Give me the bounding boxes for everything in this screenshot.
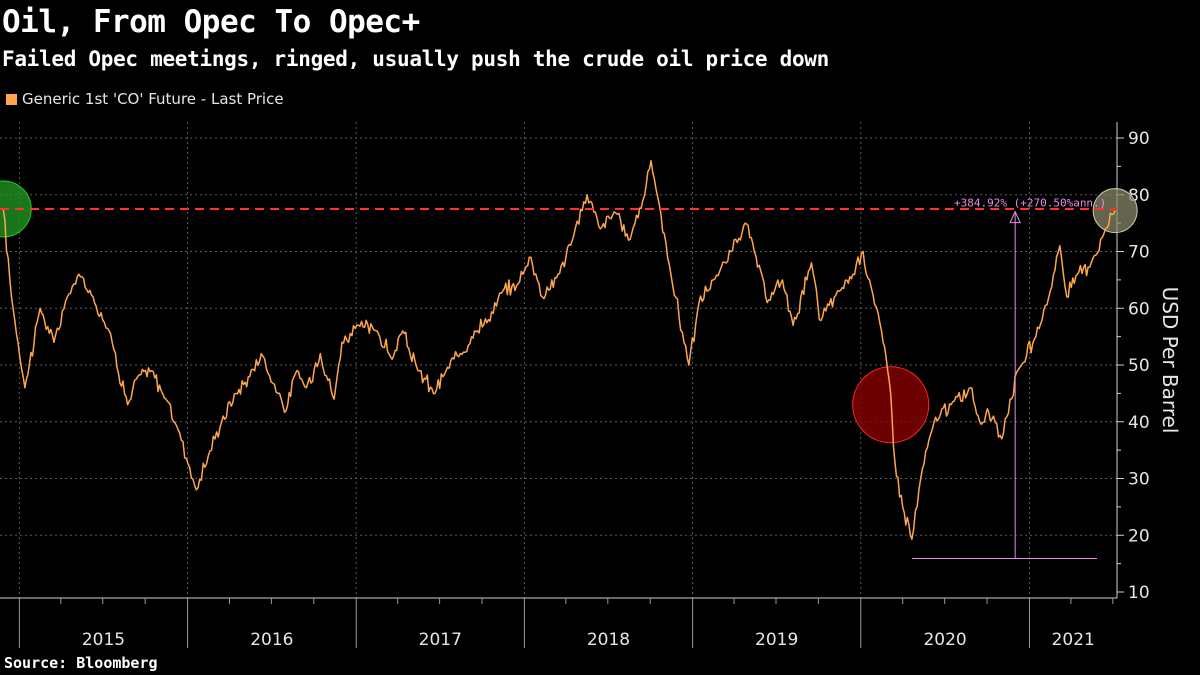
x-tick-label: 2017 bbox=[419, 630, 462, 650]
legend-label: Generic 1st 'CO' Future - Last Price bbox=[22, 90, 284, 108]
y-axis-title: USD Per Barrel bbox=[1158, 287, 1182, 434]
chart-subtitle: Failed Opec meetings, ringed, usually pu… bbox=[2, 47, 829, 71]
price-series bbox=[2, 159, 1116, 540]
y-tick-label: 90 bbox=[1128, 129, 1150, 149]
x-tick-label: 2021 bbox=[1052, 630, 1095, 650]
y-tick-label: 60 bbox=[1128, 299, 1150, 319]
change-annotation: +384.92% (+270.50%ann.) bbox=[911, 197, 1106, 560]
y-tick-label: 10 bbox=[1128, 583, 1150, 603]
source-note: Source: Bloomberg bbox=[4, 654, 158, 672]
x-tick-label: 2015 bbox=[82, 630, 125, 650]
chart-legend: Generic 1st 'CO' Future - Last Price bbox=[6, 90, 284, 108]
x-tick-label: 2019 bbox=[755, 630, 798, 650]
x-tick-label: 2016 bbox=[250, 630, 293, 650]
annotation-arrowhead bbox=[1009, 210, 1021, 224]
price-line bbox=[2, 159, 1116, 540]
y-tick-label: 50 bbox=[1128, 356, 1150, 376]
annotation-label: +384.92% (+270.50%ann.) bbox=[954, 197, 1106, 210]
legend-swatch bbox=[6, 93, 17, 105]
chart-grid bbox=[0, 122, 1117, 598]
y-tick-label: 20 bbox=[1128, 526, 1150, 546]
y-tick-label: 40 bbox=[1128, 413, 1150, 433]
y-tick-label: 70 bbox=[1128, 243, 1150, 263]
x-tick-label: 2020 bbox=[923, 630, 966, 650]
failed-meeting-rings bbox=[0, 180, 1138, 444]
chart-title: Oil, From Opec To Opec+ bbox=[2, 4, 420, 40]
x-tick-label: 2018 bbox=[587, 630, 630, 650]
y-tick-label: 30 bbox=[1128, 470, 1150, 490]
